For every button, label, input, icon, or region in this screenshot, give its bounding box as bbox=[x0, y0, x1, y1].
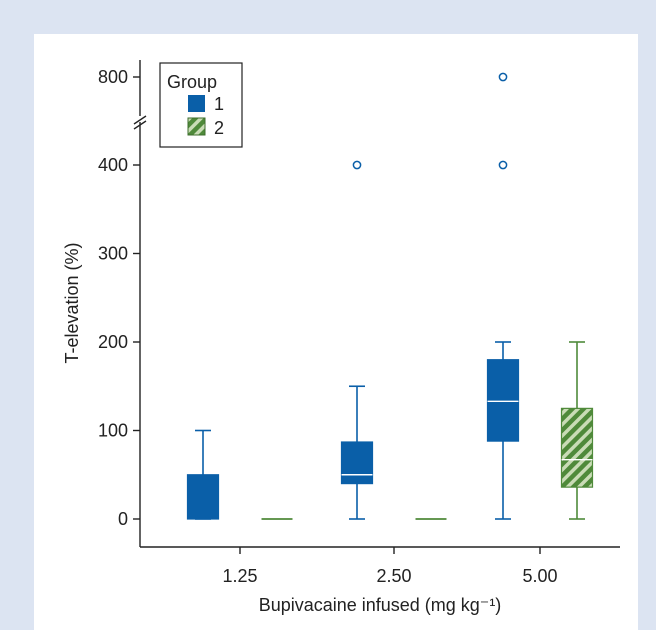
box-group-1-1.25 bbox=[186, 429, 220, 520]
iqr-box bbox=[560, 407, 594, 488]
y-tick-label-800: 800 bbox=[98, 67, 128, 87]
legend-title: Group bbox=[167, 72, 217, 92]
legend: Group 1 2 bbox=[159, 62, 243, 148]
x-tick-label-5.00: 5.00 bbox=[522, 566, 557, 586]
iqr-box bbox=[340, 441, 374, 485]
y-tick-label-100: 100 bbox=[98, 421, 128, 441]
x-tick-label-1.25: 1.25 bbox=[222, 566, 257, 586]
y-tick-label-200: 200 bbox=[98, 332, 128, 352]
legend-label-group-2: 2 bbox=[214, 118, 224, 138]
iqr-box bbox=[186, 474, 220, 520]
box-group-1-2.50 bbox=[340, 160, 374, 520]
outlier-point bbox=[498, 160, 508, 170]
chart-panel bbox=[34, 34, 638, 630]
outlier-point bbox=[498, 72, 508, 82]
box-group-1-5.00 bbox=[486, 72, 520, 520]
y-tick-label-400: 400 bbox=[98, 155, 128, 175]
iqr-box bbox=[486, 359, 520, 442]
y-tick-label-300: 300 bbox=[98, 244, 128, 264]
axis-break-mark bbox=[133, 115, 147, 130]
legend-swatch-group-2 bbox=[187, 117, 206, 136]
x-tick-label-2.50: 2.50 bbox=[376, 566, 411, 586]
x-axis-label: Bupivacaine infused (mg kg⁻¹) bbox=[259, 595, 502, 615]
legend-label-group-1: 1 bbox=[214, 94, 224, 114]
outlier-point bbox=[352, 160, 362, 170]
y-tick-label-0: 0 bbox=[118, 509, 128, 529]
y-axis-label: T-elevation (%) bbox=[62, 242, 82, 363]
box-group-2-5.00 bbox=[560, 341, 594, 520]
legend-swatch-group-1 bbox=[188, 95, 205, 112]
